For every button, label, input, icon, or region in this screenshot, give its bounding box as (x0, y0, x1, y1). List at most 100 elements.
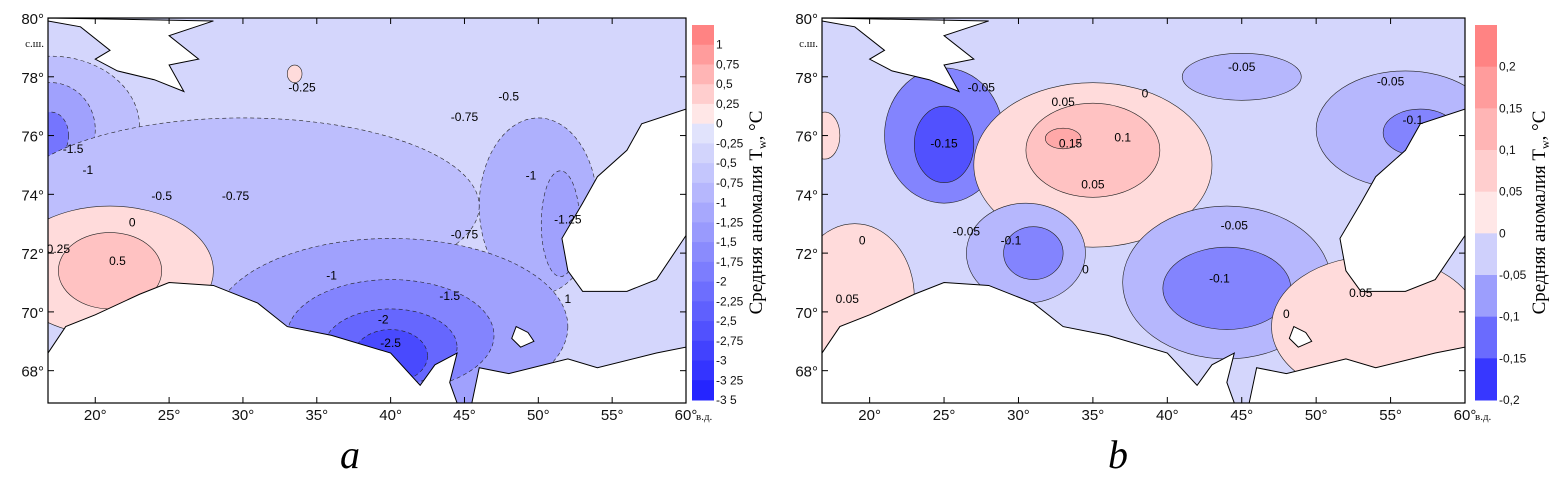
colorbar-label: 0 (1499, 226, 1506, 240)
y-axis-unit: с.ш. (25, 38, 44, 50)
x-tick-label: 45° (1230, 407, 1253, 424)
colorbar-label: -3 25 (716, 373, 744, 387)
contour-label: -0.5 (151, 189, 172, 203)
contour-label: 0 (1142, 86, 1149, 100)
land-penin (471, 346, 686, 403)
colorbar-label: -2,75 (716, 334, 744, 348)
colorbar-swatch (692, 340, 714, 362)
colorbar-label: 1 (716, 38, 723, 52)
contour-label: -0.05 (968, 80, 996, 94)
colorbar-label: 0,5 (716, 77, 733, 91)
land-kolg (1288, 325, 1313, 348)
contour-label: -0.25 (288, 80, 316, 94)
colorbar-swatch (692, 222, 714, 243)
x-tick-label: 55° (601, 407, 624, 424)
y-tick-label: 80° (21, 11, 44, 28)
y-tick-label: 68° (795, 364, 818, 381)
x-tick-label: 60° (1454, 407, 1477, 424)
contour-label: -1 (526, 169, 537, 183)
contour-region (48, 111, 69, 160)
contour-label: -1 (326, 269, 337, 283)
y-tick-label: 76° (795, 129, 818, 146)
x-axis-unit: в.д. (1475, 411, 1492, 423)
colorbar-swatch (692, 182, 714, 204)
colorbar-label: -0,15 (1499, 351, 1527, 365)
contour-region (286, 64, 303, 83)
y-tick-label: 78° (795, 70, 818, 87)
colorbar-swatch (1475, 150, 1497, 193)
colorbar-label: -1,75 (716, 255, 744, 269)
colorbar-label: -0,05 (1499, 268, 1527, 282)
colorbar-swatch (692, 242, 714, 263)
y-tick-label: 72° (795, 246, 818, 263)
colorbar-label: -0,2 (1499, 393, 1520, 407)
y-tick-label: 80° (795, 11, 818, 28)
map-panel-a: -1.5 -1 0.25 0.5 0 -0.5 -0.75 -0.25 -0.75 -0.5 -1 -… (21, 11, 769, 477)
colorbar-label: -0,1 (1499, 310, 1520, 324)
panel-label: b (1108, 432, 1128, 477)
x-tick-label: 35° (1082, 407, 1105, 424)
contour-label: -0.1 (1209, 272, 1230, 286)
colorbar-swatch (1475, 358, 1497, 401)
colorbar: 1 0,75 0,5 0,25 0 -0,25 -0,5 -0,75 -1 -1,25 -1,5 -1… (692, 25, 769, 407)
colorbar-label: -3 (716, 354, 727, 368)
colorbar-swatch (692, 84, 714, 105)
colorbar-label: 0,25 (716, 97, 740, 111)
contour-label: -0.15 (930, 136, 958, 150)
contour-region (913, 105, 975, 183)
colorbar-swatch (1475, 191, 1497, 234)
colorbar-swatch (1475, 25, 1497, 68)
colorbar-label: -1 (716, 196, 727, 210)
land-sval (48, 18, 214, 93)
x-tick-label: 35° (305, 407, 328, 424)
colorbar-label: -2 (716, 275, 727, 289)
y-axis-unit: с.ш. (799, 38, 818, 50)
colorbar-swatch (692, 301, 714, 322)
anomaly-field: -0.05 -0.15 0.05 0 0.15 0.1 0.05 -0.05 -0.05 -0.1… (822, 18, 1465, 403)
y-tick-label: 70° (795, 305, 818, 322)
x-tick-label: 25° (933, 407, 956, 424)
contour-label: -1 (83, 163, 94, 177)
y-tick-label: 76° (21, 129, 44, 146)
land-nz (561, 108, 686, 292)
contour-label: -0.75 (222, 189, 250, 203)
colorbar-label: 0,1 (1499, 143, 1516, 157)
contour-label: 0.05 (836, 292, 860, 306)
y-tick-label: 78° (21, 70, 44, 87)
plot-frame (821, 17, 1466, 404)
colorbar-swatch (692, 261, 714, 283)
colorbar-label: -0,5 (716, 156, 737, 170)
land-penin (1248, 346, 1465, 403)
colorbar-label: -0,25 (716, 136, 744, 150)
x-tick-label: 25° (158, 407, 181, 424)
contour-label: -0.75 (451, 227, 479, 241)
x-axis-unit: в.д. (696, 411, 713, 423)
y-tick-label: 74° (795, 187, 818, 204)
colorbar-swatch (692, 202, 714, 223)
contour-label: 0.05 (1081, 177, 1105, 191)
contour-label: -1.5 (63, 142, 84, 156)
colorbar-swatch (1475, 275, 1497, 318)
contour-region (1003, 226, 1064, 280)
colorbar-title: Средняя аномалия Tw, °C (746, 111, 769, 315)
contour-label: -0.75 (451, 110, 479, 124)
contour-label: 1 (565, 292, 572, 306)
contour-label: 0 (1283, 307, 1290, 321)
x-tick-label: 40° (379, 407, 402, 424)
contour-label: 0.15 (1059, 136, 1083, 150)
contour-label: 0 (1082, 263, 1089, 277)
land-scand (822, 281, 1236, 403)
x-tick-label: 60° (675, 407, 698, 424)
x-tick-label: 20° (84, 407, 107, 424)
y-tick-label: 70° (21, 305, 44, 322)
x-tick-label: 50° (527, 407, 550, 424)
land-nz (1339, 108, 1465, 292)
contour-region (1044, 127, 1082, 150)
x-tick-label: 55° (1379, 407, 1402, 424)
x-tick-label: 40° (1156, 407, 1179, 424)
colorbar-swatch (1475, 233, 1497, 276)
contour-label: 0 (859, 233, 866, 247)
colorbar-swatch (692, 123, 714, 144)
colorbar-swatch (1475, 108, 1497, 151)
x-tick-label: 20° (858, 407, 881, 424)
